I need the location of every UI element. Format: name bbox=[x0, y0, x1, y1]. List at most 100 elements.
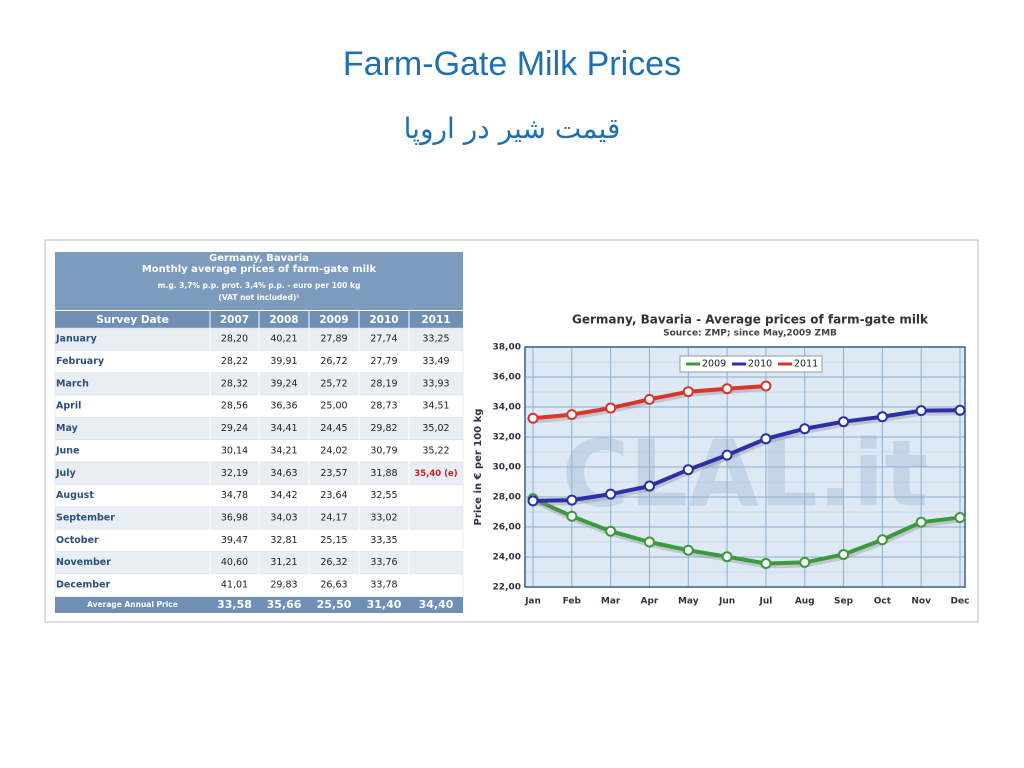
series-line bbox=[532, 496, 961, 566]
column-header: 2011 bbox=[421, 314, 450, 326]
table-cell: 30,14 bbox=[221, 445, 248, 456]
y-tick-label: 36,00 bbox=[493, 373, 521, 383]
data-point bbox=[838, 416, 850, 428]
data-point bbox=[954, 512, 966, 524]
x-tick-label: Jun bbox=[718, 597, 735, 607]
column-header: 2009 bbox=[319, 314, 348, 326]
table-footer: 25,50 bbox=[317, 598, 352, 611]
table-cell: 25,72 bbox=[320, 378, 347, 389]
data-point bbox=[760, 433, 772, 445]
table-footer: 31,40 bbox=[367, 598, 402, 611]
legend-label: 2010 bbox=[748, 359, 772, 370]
y-tick-label: 24,00 bbox=[493, 553, 521, 563]
data-point bbox=[915, 405, 927, 417]
table-cell: 34,63 bbox=[270, 468, 297, 479]
table-cell: 36,36 bbox=[270, 401, 297, 412]
table-cell: 28,73 bbox=[370, 401, 397, 412]
table-cell: 33,25 bbox=[422, 334, 449, 345]
row-label: January bbox=[55, 334, 98, 345]
table-cell: 32,19 bbox=[221, 468, 248, 479]
data-point bbox=[643, 536, 655, 548]
data-point bbox=[605, 402, 617, 414]
x-tick-label: Oct bbox=[874, 597, 892, 607]
watermark: CLAL.it bbox=[562, 420, 928, 527]
table-cell: 33,76 bbox=[370, 557, 397, 568]
table-cell: 39,24 bbox=[270, 378, 297, 389]
chart-title: Germany, Bavaria - Average prices of far… bbox=[572, 313, 929, 327]
table-cell: 39,91 bbox=[270, 356, 297, 367]
x-tick-label: Feb bbox=[563, 597, 582, 607]
table-cell: 29,83 bbox=[270, 580, 297, 591]
row-label: October bbox=[56, 535, 99, 546]
data-point bbox=[799, 423, 811, 435]
y-axis-label: Price in € per 100 kg bbox=[473, 409, 484, 526]
data-point bbox=[915, 516, 927, 528]
data-point bbox=[527, 412, 539, 424]
legend-label: 2011 bbox=[794, 359, 818, 370]
table-cell: 24,02 bbox=[320, 445, 347, 456]
table-cell: 24,17 bbox=[320, 512, 347, 523]
data-point bbox=[954, 404, 966, 416]
data-point bbox=[682, 464, 694, 476]
row-label: July bbox=[55, 468, 77, 479]
table-footer: 33,58 bbox=[217, 598, 252, 611]
data-point bbox=[876, 411, 888, 423]
table-cell: 27,89 bbox=[320, 334, 347, 345]
table-cell: 40,60 bbox=[221, 557, 248, 568]
table-cell: 25,15 bbox=[320, 535, 347, 546]
table-cell: 29,24 bbox=[221, 423, 248, 434]
row-label: April bbox=[56, 401, 81, 412]
table-cell: 34,41 bbox=[270, 423, 297, 434]
legend-box bbox=[679, 355, 823, 373]
row-label: June bbox=[55, 445, 80, 456]
x-tick-label: May bbox=[678, 597, 699, 607]
x-tick-label: Aug bbox=[795, 597, 815, 607]
table-cell: 35,40 (e) bbox=[414, 469, 457, 479]
table-cell: 23,57 bbox=[320, 468, 347, 479]
data-point bbox=[799, 556, 811, 568]
table-caption: (VAT not included)¹ bbox=[218, 293, 299, 302]
row-label: May bbox=[56, 423, 79, 434]
data-point bbox=[566, 494, 578, 506]
table-cell: 39,47 bbox=[221, 535, 248, 546]
data-point bbox=[721, 551, 733, 563]
x-tick-label: Mar bbox=[601, 597, 621, 607]
column-header: Survey Date bbox=[96, 314, 169, 326]
table-caption-bg bbox=[55, 252, 463, 310]
y-tick-label: 22,00 bbox=[493, 583, 521, 593]
table-cell: 28,56 bbox=[221, 401, 248, 412]
data-point bbox=[605, 525, 617, 537]
x-tick-label: Dec bbox=[951, 597, 970, 607]
table-cell: 33,35 bbox=[370, 535, 397, 546]
table-cell: 35,02 bbox=[422, 423, 449, 434]
column-header: 2007 bbox=[220, 314, 249, 326]
table-cell: 34,21 bbox=[270, 445, 297, 456]
table-cell: 27,74 bbox=[370, 334, 397, 345]
table-cell: 34,51 bbox=[422, 401, 449, 412]
table-footer: 35,66 bbox=[267, 598, 302, 611]
table-cell: 35,22 bbox=[422, 445, 449, 456]
y-tick-label: 38,00 bbox=[493, 343, 521, 353]
table-cell: 27,79 bbox=[370, 356, 397, 367]
x-tick-label: Apr bbox=[641, 597, 659, 607]
data-point bbox=[682, 544, 694, 556]
y-tick-label: 32,00 bbox=[493, 433, 521, 443]
y-tick-label: 30,00 bbox=[493, 463, 521, 473]
plot-border bbox=[524, 346, 966, 588]
y-tick-label: 26,00 bbox=[493, 523, 521, 533]
data-point bbox=[566, 409, 578, 421]
table-cell: 26,72 bbox=[320, 356, 347, 367]
table-cell: 40,21 bbox=[270, 334, 297, 345]
table-cell: 26,32 bbox=[320, 557, 347, 568]
table-cell: 36,98 bbox=[221, 512, 248, 523]
x-tick-label: Jan bbox=[524, 597, 541, 607]
row-label: August bbox=[56, 490, 94, 501]
row-label: February bbox=[56, 356, 105, 367]
table-footer-bg bbox=[55, 597, 463, 613]
row-label: March bbox=[56, 378, 89, 389]
data-point bbox=[527, 495, 539, 507]
table-cell: 28,19 bbox=[370, 378, 397, 389]
table-cell: 28,20 bbox=[221, 334, 248, 345]
x-tick-label: Sep bbox=[834, 597, 854, 607]
table-cell: 34,78 bbox=[221, 490, 248, 501]
